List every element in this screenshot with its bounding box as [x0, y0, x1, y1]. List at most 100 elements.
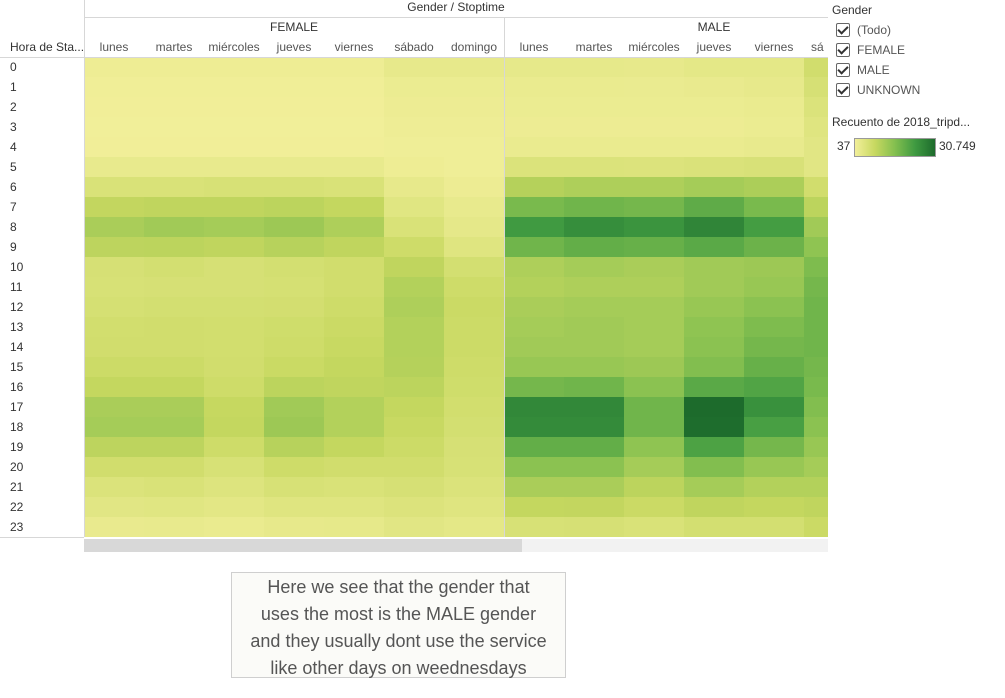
heatmap-cell-male-15-2[interactable] — [624, 357, 684, 377]
heatmap-cell-male-5-5[interactable] — [804, 157, 828, 177]
heatmap-cell-male-23-5[interactable] — [804, 517, 828, 537]
heatmap-cell-female-17-6[interactable] — [444, 397, 504, 417]
heatmap-cell-male-21-5[interactable] — [804, 477, 828, 497]
heatmap-cell-female-18-2[interactable] — [204, 417, 264, 437]
heatmap-cell-female-5-0[interactable] — [84, 157, 144, 177]
heatmap-cell-male-11-2[interactable] — [624, 277, 684, 297]
heatmap-cell-female-17-4[interactable] — [324, 397, 384, 417]
heatmap-cell-female-10-6[interactable] — [444, 257, 504, 277]
heatmap-cell-female-0-2[interactable] — [204, 57, 264, 77]
heatmap-cell-female-7-6[interactable] — [444, 197, 504, 217]
heatmap-cell-female-20-1[interactable] — [144, 457, 204, 477]
heatmap-cell-female-11-1[interactable] — [144, 277, 204, 297]
heatmap-cell-female-12-4[interactable] — [324, 297, 384, 317]
heatmap-cell-female-4-4[interactable] — [324, 137, 384, 157]
heatmap-cell-male-2-0[interactable] — [504, 97, 564, 117]
heatmap-cell-female-14-1[interactable] — [144, 337, 204, 357]
heatmap-cell-male-7-2[interactable] — [624, 197, 684, 217]
heatmap-cell-female-15-6[interactable] — [444, 357, 504, 377]
heatmap-cell-female-22-0[interactable] — [84, 497, 144, 517]
heatmap-cell-female-0-4[interactable] — [324, 57, 384, 77]
heatmap-cell-female-19-2[interactable] — [204, 437, 264, 457]
heatmap-cell-male-3-2[interactable] — [624, 117, 684, 137]
heatmap-cell-female-12-3[interactable] — [264, 297, 324, 317]
heatmap-cell-male-11-4[interactable] — [744, 277, 804, 297]
heatmap-cell-female-17-0[interactable] — [84, 397, 144, 417]
heatmap-cell-female-5-6[interactable] — [444, 157, 504, 177]
heatmap-cell-male-23-4[interactable] — [744, 517, 804, 537]
heatmap-cell-male-13-0[interactable] — [504, 317, 564, 337]
heatmap-cell-female-6-0[interactable] — [84, 177, 144, 197]
heatmap-cell-female-10-3[interactable] — [264, 257, 324, 277]
heatmap-cell-female-2-6[interactable] — [444, 97, 504, 117]
heatmap-cell-female-15-5[interactable] — [384, 357, 444, 377]
heatmap-cell-female-3-0[interactable] — [84, 117, 144, 137]
heatmap-cell-female-23-6[interactable] — [444, 517, 504, 537]
heatmap-cell-female-6-6[interactable] — [444, 177, 504, 197]
heatmap-cell-female-18-6[interactable] — [444, 417, 504, 437]
heatmap-cell-male-0-3[interactable] — [684, 57, 744, 77]
heatmap-cell-female-9-6[interactable] — [444, 237, 504, 257]
heatmap-cell-female-10-5[interactable] — [384, 257, 444, 277]
heatmap-cell-male-8-0[interactable] — [504, 217, 564, 237]
heatmap-cell-male-7-4[interactable] — [744, 197, 804, 217]
scrollbar-thumb[interactable] — [84, 539, 522, 552]
heatmap-cell-male-7-5[interactable] — [804, 197, 828, 217]
heatmap-cell-female-15-4[interactable] — [324, 357, 384, 377]
heatmap-cell-female-7-0[interactable] — [84, 197, 144, 217]
heatmap-cell-female-20-3[interactable] — [264, 457, 324, 477]
heatmap-cell-male-23-1[interactable] — [564, 517, 624, 537]
heatmap-cell-female-18-5[interactable] — [384, 417, 444, 437]
heatmap-cell-male-22-0[interactable] — [504, 497, 564, 517]
heatmap-cell-male-2-4[interactable] — [744, 97, 804, 117]
heatmap-cell-male-23-2[interactable] — [624, 517, 684, 537]
heatmap-cell-female-5-5[interactable] — [384, 157, 444, 177]
heatmap-cell-female-23-2[interactable] — [204, 517, 264, 537]
heatmap-cell-male-1-5[interactable] — [804, 77, 828, 97]
heatmap-cell-male-3-0[interactable] — [504, 117, 564, 137]
heatmap-cell-male-7-0[interactable] — [504, 197, 564, 217]
heatmap-cell-male-11-5[interactable] — [804, 277, 828, 297]
heatmap-cell-female-12-1[interactable] — [144, 297, 204, 317]
heatmap-cell-male-18-3[interactable] — [684, 417, 744, 437]
heatmap-cell-female-14-4[interactable] — [324, 337, 384, 357]
heatmap-cell-male-22-2[interactable] — [624, 497, 684, 517]
heatmap-cell-male-18-0[interactable] — [504, 417, 564, 437]
heatmap-cell-male-1-2[interactable] — [624, 77, 684, 97]
heatmap-cell-male-8-3[interactable] — [684, 217, 744, 237]
heatmap-cell-female-11-6[interactable] — [444, 277, 504, 297]
heatmap-cell-female-2-5[interactable] — [384, 97, 444, 117]
heatmap-cell-female-1-5[interactable] — [384, 77, 444, 97]
heatmap-cell-male-15-5[interactable] — [804, 357, 828, 377]
heatmap-cell-male-17-4[interactable] — [744, 397, 804, 417]
heatmap-cell-male-6-3[interactable] — [684, 177, 744, 197]
heatmap-cell-male-23-3[interactable] — [684, 517, 744, 537]
heatmap-cell-female-22-6[interactable] — [444, 497, 504, 517]
heatmap-cell-female-3-1[interactable] — [144, 117, 204, 137]
heatmap-cell-male-6-1[interactable] — [564, 177, 624, 197]
heatmap-cell-female-4-3[interactable] — [264, 137, 324, 157]
heatmap-cell-female-0-1[interactable] — [144, 57, 204, 77]
heatmap-cell-female-8-3[interactable] — [264, 217, 324, 237]
heatmap-cell-female-23-4[interactable] — [324, 517, 384, 537]
heatmap-cell-female-16-0[interactable] — [84, 377, 144, 397]
heatmap-cell-male-13-1[interactable] — [564, 317, 624, 337]
heatmap-cell-female-13-6[interactable] — [444, 317, 504, 337]
heatmap-cell-male-0-2[interactable] — [624, 57, 684, 77]
heatmap-cell-female-13-0[interactable] — [84, 317, 144, 337]
heatmap-cell-female-2-0[interactable] — [84, 97, 144, 117]
heatmap-cell-male-10-3[interactable] — [684, 257, 744, 277]
heatmap-cell-female-9-0[interactable] — [84, 237, 144, 257]
heatmap-cell-female-19-0[interactable] — [84, 437, 144, 457]
heatmap-cell-female-22-5[interactable] — [384, 497, 444, 517]
heatmap-cell-male-5-1[interactable] — [564, 157, 624, 177]
heatmap-cell-male-6-4[interactable] — [744, 177, 804, 197]
heatmap-cell-female-3-4[interactable] — [324, 117, 384, 137]
heatmap-cell-male-3-3[interactable] — [684, 117, 744, 137]
heatmap-cell-female-1-3[interactable] — [264, 77, 324, 97]
heatmap-cell-male-18-1[interactable] — [564, 417, 624, 437]
heatmap-cell-female-14-3[interactable] — [264, 337, 324, 357]
heatmap-cell-male-18-5[interactable] — [804, 417, 828, 437]
heatmap-cell-female-1-6[interactable] — [444, 77, 504, 97]
heatmap-cell-male-16-3[interactable] — [684, 377, 744, 397]
